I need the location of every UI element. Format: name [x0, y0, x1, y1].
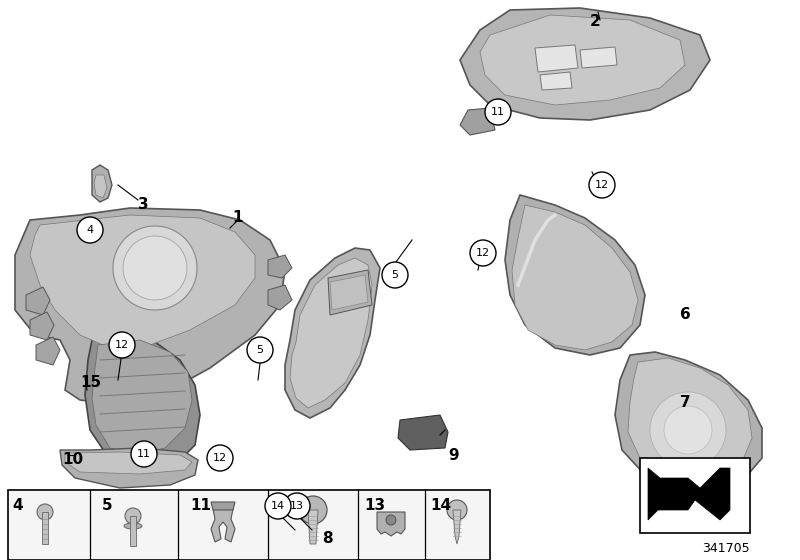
Circle shape — [113, 226, 197, 310]
Polygon shape — [540, 72, 572, 90]
Circle shape — [247, 337, 273, 363]
Polygon shape — [94, 175, 107, 198]
Circle shape — [386, 515, 396, 525]
Circle shape — [485, 99, 511, 125]
Polygon shape — [460, 8, 710, 120]
Polygon shape — [398, 415, 448, 450]
Polygon shape — [290, 258, 372, 408]
Polygon shape — [30, 312, 54, 340]
Polygon shape — [453, 510, 461, 544]
Text: 14: 14 — [430, 498, 451, 513]
Polygon shape — [92, 165, 112, 202]
Text: 12: 12 — [476, 248, 490, 258]
Polygon shape — [308, 510, 318, 544]
Circle shape — [284, 493, 310, 519]
Text: 11: 11 — [190, 498, 211, 513]
Polygon shape — [60, 448, 198, 488]
Text: 12: 12 — [115, 340, 129, 350]
Polygon shape — [85, 335, 200, 470]
Circle shape — [470, 240, 496, 266]
Circle shape — [265, 493, 291, 519]
Text: 13: 13 — [290, 501, 304, 511]
Text: 5: 5 — [257, 345, 263, 355]
Ellipse shape — [124, 523, 142, 529]
Text: 14: 14 — [271, 501, 285, 511]
Circle shape — [77, 217, 103, 243]
Polygon shape — [460, 108, 495, 135]
Polygon shape — [505, 195, 645, 355]
Text: 5: 5 — [102, 498, 113, 513]
Text: 12: 12 — [274, 498, 295, 513]
Polygon shape — [330, 275, 368, 310]
Polygon shape — [535, 45, 578, 72]
Circle shape — [131, 441, 157, 467]
Polygon shape — [211, 509, 235, 542]
Text: 9: 9 — [448, 448, 458, 463]
Text: 4: 4 — [86, 225, 94, 235]
Text: 11: 11 — [491, 107, 505, 117]
Text: 4: 4 — [12, 498, 22, 513]
FancyBboxPatch shape — [640, 458, 750, 533]
Polygon shape — [512, 205, 638, 350]
Polygon shape — [42, 512, 48, 544]
Circle shape — [382, 262, 408, 288]
Text: 12: 12 — [595, 180, 609, 190]
Polygon shape — [268, 285, 292, 310]
Text: 10: 10 — [62, 452, 83, 467]
Text: 11: 11 — [137, 449, 151, 459]
Text: 1: 1 — [232, 210, 242, 225]
Circle shape — [123, 236, 187, 300]
Text: 6: 6 — [680, 307, 690, 322]
Polygon shape — [268, 255, 292, 278]
Polygon shape — [628, 358, 752, 482]
Circle shape — [207, 445, 233, 471]
Circle shape — [37, 504, 53, 520]
Text: 8: 8 — [322, 531, 333, 546]
Polygon shape — [377, 512, 405, 536]
Text: 341705: 341705 — [702, 542, 750, 555]
Polygon shape — [648, 468, 730, 520]
Polygon shape — [480, 15, 685, 105]
Circle shape — [650, 392, 726, 468]
Text: 3: 3 — [138, 197, 149, 212]
Circle shape — [664, 406, 712, 454]
Text: 12: 12 — [213, 453, 227, 463]
Polygon shape — [30, 215, 255, 348]
Polygon shape — [15, 208, 285, 405]
Text: 2: 2 — [590, 14, 601, 29]
Text: 13: 13 — [364, 498, 385, 513]
Polygon shape — [92, 340, 192, 455]
Circle shape — [109, 332, 135, 358]
Text: 7: 7 — [680, 395, 690, 410]
Circle shape — [299, 496, 327, 524]
Polygon shape — [285, 248, 380, 418]
Circle shape — [589, 172, 615, 198]
Polygon shape — [328, 270, 372, 315]
Polygon shape — [211, 502, 235, 510]
Circle shape — [125, 508, 141, 524]
Polygon shape — [130, 516, 136, 546]
Text: 5: 5 — [391, 270, 398, 280]
Circle shape — [447, 500, 467, 520]
Polygon shape — [615, 352, 762, 488]
Polygon shape — [36, 337, 60, 365]
Polygon shape — [580, 47, 617, 68]
Polygon shape — [26, 287, 50, 315]
Polygon shape — [65, 452, 192, 474]
Text: 15: 15 — [80, 375, 101, 390]
FancyBboxPatch shape — [8, 490, 490, 560]
